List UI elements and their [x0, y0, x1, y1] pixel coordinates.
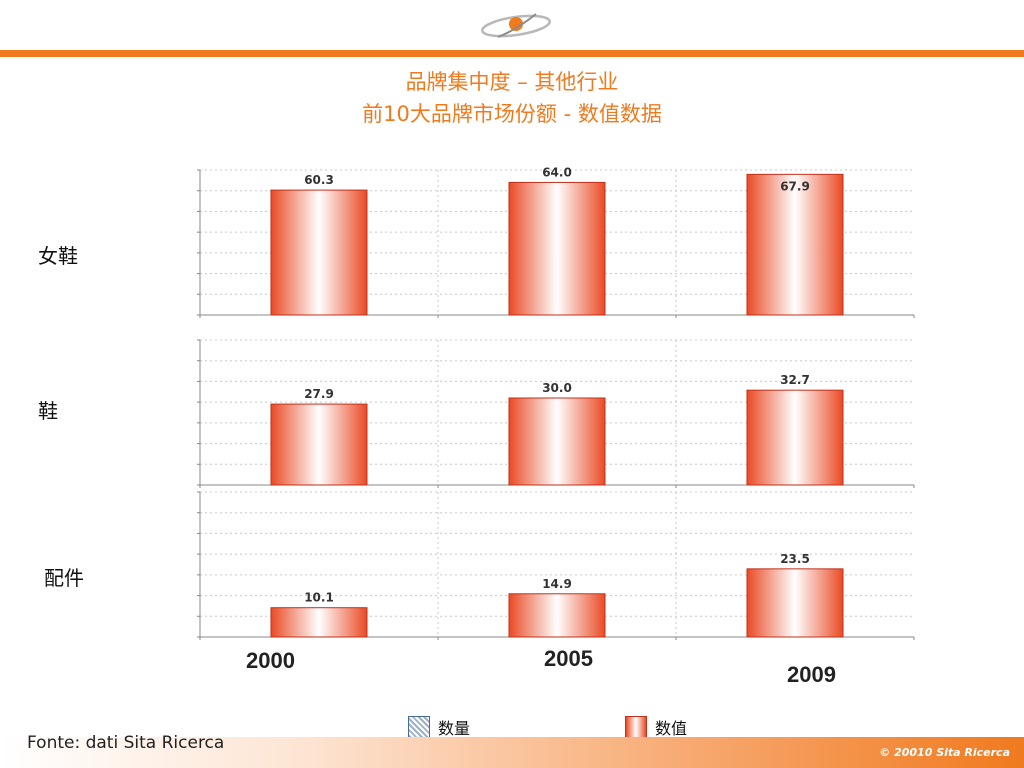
header-bar — [0, 50, 1024, 57]
legend-label-qty: 数量 — [438, 719, 471, 738]
data-label: 23.5 — [780, 552, 810, 566]
bar — [508, 397, 606, 486]
data-label: 67.9 — [780, 179, 810, 193]
footer-band — [0, 737, 1024, 768]
data-label: 10.1 — [304, 591, 334, 605]
bar — [508, 593, 606, 638]
bar — [270, 189, 368, 316]
bar — [270, 607, 368, 638]
panel-label: 鞋 — [38, 399, 58, 423]
bar-chart: 60.3 64.0 67.9 27.9 30.0 32.7 10.1 14.9 23.5 — [197, 165, 915, 640]
x-tick-label: 2000 — [246, 648, 295, 673]
title-line-1: 品牌集中度 – 其他行业 — [405, 70, 619, 94]
data-label: 14.9 — [542, 577, 572, 591]
chart-title: 品牌集中度 – 其他行业 前10大品牌市场份额 - 数值数据 — [0, 66, 1024, 130]
legend-swatch-value — [625, 716, 647, 738]
legend-swatch-qty — [408, 716, 430, 738]
data-label: 64.0 — [542, 165, 572, 179]
bar — [508, 181, 606, 316]
legend-item-value: 数值 — [625, 715, 687, 739]
panel-label: 女鞋 — [38, 244, 78, 268]
source-note: Fonte: dati Sita Ricerca — [27, 733, 225, 753]
bar — [270, 403, 368, 486]
data-label: 60.3 — [304, 173, 334, 187]
legend-item-qty: 数量 — [408, 715, 470, 739]
x-tick-label: 2005 — [544, 646, 593, 671]
copyright: © 20010 Sita Ricerca — [879, 746, 1010, 759]
data-label: 30.0 — [542, 381, 572, 395]
sita-logo — [481, 13, 551, 38]
bar — [746, 568, 844, 638]
panel-label: 配件 — [44, 566, 84, 590]
data-label: 27.9 — [304, 387, 334, 401]
legend-label-value: 数值 — [655, 719, 688, 738]
x-tick-label: 2009 — [787, 662, 836, 687]
data-label: 32.7 — [780, 373, 810, 387]
bar — [746, 173, 844, 316]
bar — [746, 389, 844, 486]
title-line-2: 前10大品牌市场份额 - 数值数据 — [362, 102, 662, 126]
